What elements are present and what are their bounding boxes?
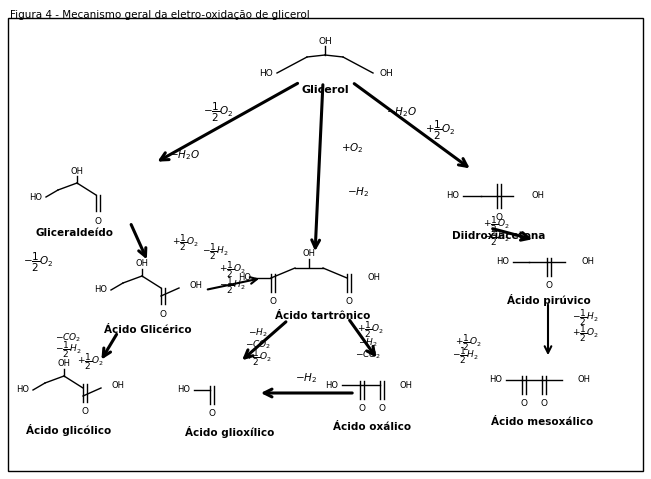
Text: $-\dfrac{1}{2}H_2$: $-\dfrac{1}{2}H_2$ [482,228,509,249]
Text: OH: OH [578,376,591,385]
Text: $-H_2O$: $-H_2O$ [387,105,417,119]
Text: OH: OH [135,260,148,269]
Text: O: O [540,399,547,408]
Text: HO: HO [16,386,29,395]
Text: HO: HO [238,274,251,283]
Text: $-H_2$: $-H_2$ [347,185,369,199]
Text: OH: OH [367,274,380,283]
Text: OH: OH [379,68,393,78]
Text: HO: HO [177,386,190,395]
Text: HO: HO [259,68,273,78]
Text: $+O_2$: $+O_2$ [340,141,363,155]
Text: O: O [159,310,167,319]
Text: $-\dfrac{1}{2}H_2$: $-\dfrac{1}{2}H_2$ [572,308,598,329]
Text: HO: HO [489,376,502,385]
Text: $-\dfrac{1}{2}H_2$: $-\dfrac{1}{2}H_2$ [452,345,478,366]
Text: Ácido Glicérico: Ácido Glicérico [104,325,192,335]
Text: $-CO_2$: $-CO_2$ [355,349,381,361]
Text: $+\dfrac{1}{2}O_2$: $+\dfrac{1}{2}O_2$ [424,118,455,142]
Text: O: O [94,217,102,226]
Text: OH: OH [400,380,413,389]
Text: O: O [346,297,352,306]
Text: $+\dfrac{1}{2}O_2$: $+\dfrac{1}{2}O_2$ [482,215,510,235]
Text: OH: OH [531,192,544,201]
Text: $-H_2O$: $-H_2O$ [169,148,201,162]
Text: $-H_2$: $-H_2$ [295,371,317,385]
Text: HO: HO [446,192,459,201]
Text: $-\dfrac{1}{2}O_2$: $-\dfrac{1}{2}O_2$ [202,101,233,124]
Text: OH: OH [318,36,332,46]
Text: $+\dfrac{1}{2}O_2$: $+\dfrac{1}{2}O_2$ [245,348,271,368]
Text: $-\dfrac{1}{2}H_2$: $-\dfrac{1}{2}H_2$ [202,241,229,262]
Text: OH: OH [581,258,594,266]
Text: $-H_2$: $-H_2$ [358,337,378,349]
Text: $-H_2$: $-H_2$ [248,327,268,339]
Text: $+\dfrac{1}{2}O_2$: $+\dfrac{1}{2}O_2$ [172,233,199,253]
Text: Gliceraldeído: Gliceraldeído [36,228,114,238]
Text: Ácido glicólico: Ácido glicólico [27,424,111,436]
Text: $-\dfrac{1}{2}H_2$: $-\dfrac{1}{2}H_2$ [219,275,245,297]
Text: $+\dfrac{1}{2}O_2$: $+\dfrac{1}{2}O_2$ [219,260,245,280]
Text: O: O [378,404,385,413]
Text: O: O [495,213,503,222]
Text: Diidroxiacetona: Diidroxiacetona [452,231,546,241]
Text: O: O [270,297,277,306]
Text: O: O [546,281,553,290]
Text: Ácido oxálico: Ácido oxálico [333,422,411,432]
Text: HO: HO [94,285,107,295]
Text: HO: HO [325,380,338,389]
Text: $-\dfrac{1}{2}O_2$: $-\dfrac{1}{2}O_2$ [23,251,53,274]
Text: $+\dfrac{1}{2}O_2$: $+\dfrac{1}{2}O_2$ [572,324,599,344]
Text: Figura 4 - Mecanismo geral da eletro-oxidação de glicerol: Figura 4 - Mecanismo geral da eletro-oxi… [10,10,310,20]
Text: $-CO_2$: $-CO_2$ [55,332,81,344]
Text: Ácido glioxílico: Ácido glioxílico [186,426,275,438]
Text: Ácido mesoxálico: Ácido mesoxálico [491,417,593,427]
Text: OH: OH [111,381,124,390]
Text: OH: OH [57,360,70,368]
Text: $-CO_2$: $-CO_2$ [245,339,271,351]
Text: O: O [521,399,527,408]
Text: OH: OH [303,250,316,259]
Text: O: O [81,407,89,416]
Text: HO: HO [496,258,509,266]
Text: O: O [359,404,365,413]
Text: Glicerol: Glicerol [301,85,349,95]
Text: $+\dfrac{1}{2}O_2$: $+\dfrac{1}{2}O_2$ [454,332,482,354]
Text: O: O [208,409,215,418]
Text: Ácido pirúvico: Ácido pirúvico [507,294,591,306]
Text: OH: OH [70,167,83,175]
Text: $-\dfrac{1}{2}H_2$: $-\dfrac{1}{2}H_2$ [55,340,81,360]
Text: HO: HO [29,193,42,202]
Text: OH: OH [189,282,202,290]
Text: $+\dfrac{1}{2}O_2$: $+\dfrac{1}{2}O_2$ [77,352,104,372]
Text: Ácido tartrônico: Ácido tartrônico [275,311,370,321]
Text: $+\dfrac{1}{2}O_2$: $+\dfrac{1}{2}O_2$ [357,319,383,341]
